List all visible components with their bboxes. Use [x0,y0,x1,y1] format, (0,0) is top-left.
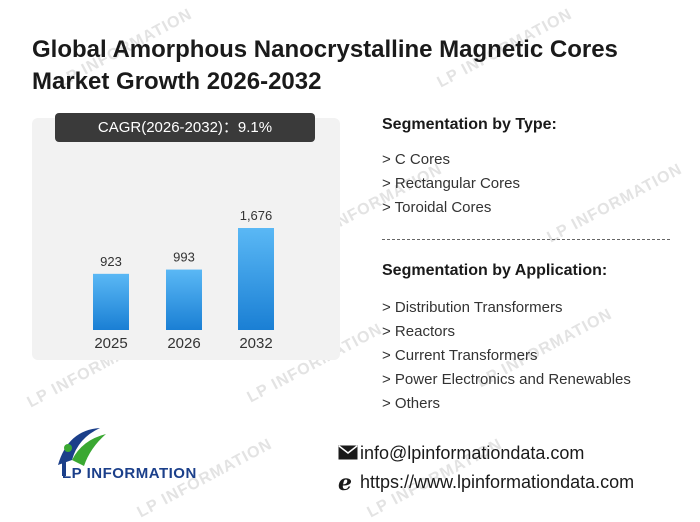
segmentation-type-heading: Segmentation by Type: [382,116,557,133]
list-item: > C Cores [382,151,450,168]
list-item: > Reactors [382,323,455,340]
bar-2026 [166,269,202,330]
cagr-badge: CAGR(2026-2032)：9.1% [55,113,315,142]
list-item: > Distribution Transformers [382,299,563,316]
bar-chart: 923 2025 993 2026 1,676 2032 [93,208,274,352]
contact-website[interactable]: e https://www.lpinformationdata.com [338,470,634,495]
x-tick-label: 2026 [167,335,200,352]
email-text[interactable]: info@lpinformationdata.com [360,443,585,463]
list-item: > Power Electronics and Renewables [382,371,631,388]
segmentation-type-list: > C Cores > Rectangular Cores > Toroidal… [382,148,520,220]
x-tick-label: 2025 [94,335,127,352]
data-label: 1,676 [240,208,273,223]
data-label: 923 [100,254,122,269]
bar-2032 [238,228,274,330]
lp-logo-icon [58,428,106,476]
page-title: Global Amorphous Nanocrystalline Magneti… [32,36,618,95]
divider [382,239,670,240]
envelope-icon [338,442,360,466]
logo-text: LP INFORMATION [62,465,197,482]
segmentation-application-list: > Distribution Transformers > Reactors >… [382,296,631,416]
browser-e-icon: e [338,470,352,497]
data-label: 993 [173,250,195,265]
list-item: > Current Transformers [382,347,538,364]
list-item: > Rectangular Cores [382,175,520,192]
website-link[interactable]: https://www.lpinformationdata.com [360,472,635,492]
contact-email[interactable]: info@lpinformationdata.com [338,441,584,466]
x-tick-label: 2032 [239,335,272,352]
segmentation-application-heading: Segmentation by Application: [382,262,608,279]
list-item: > Others [382,395,440,412]
bar-2025 [93,273,129,330]
watermark: LP INFORMATION [544,160,686,247]
list-item: > Toroidal Cores [382,199,492,216]
